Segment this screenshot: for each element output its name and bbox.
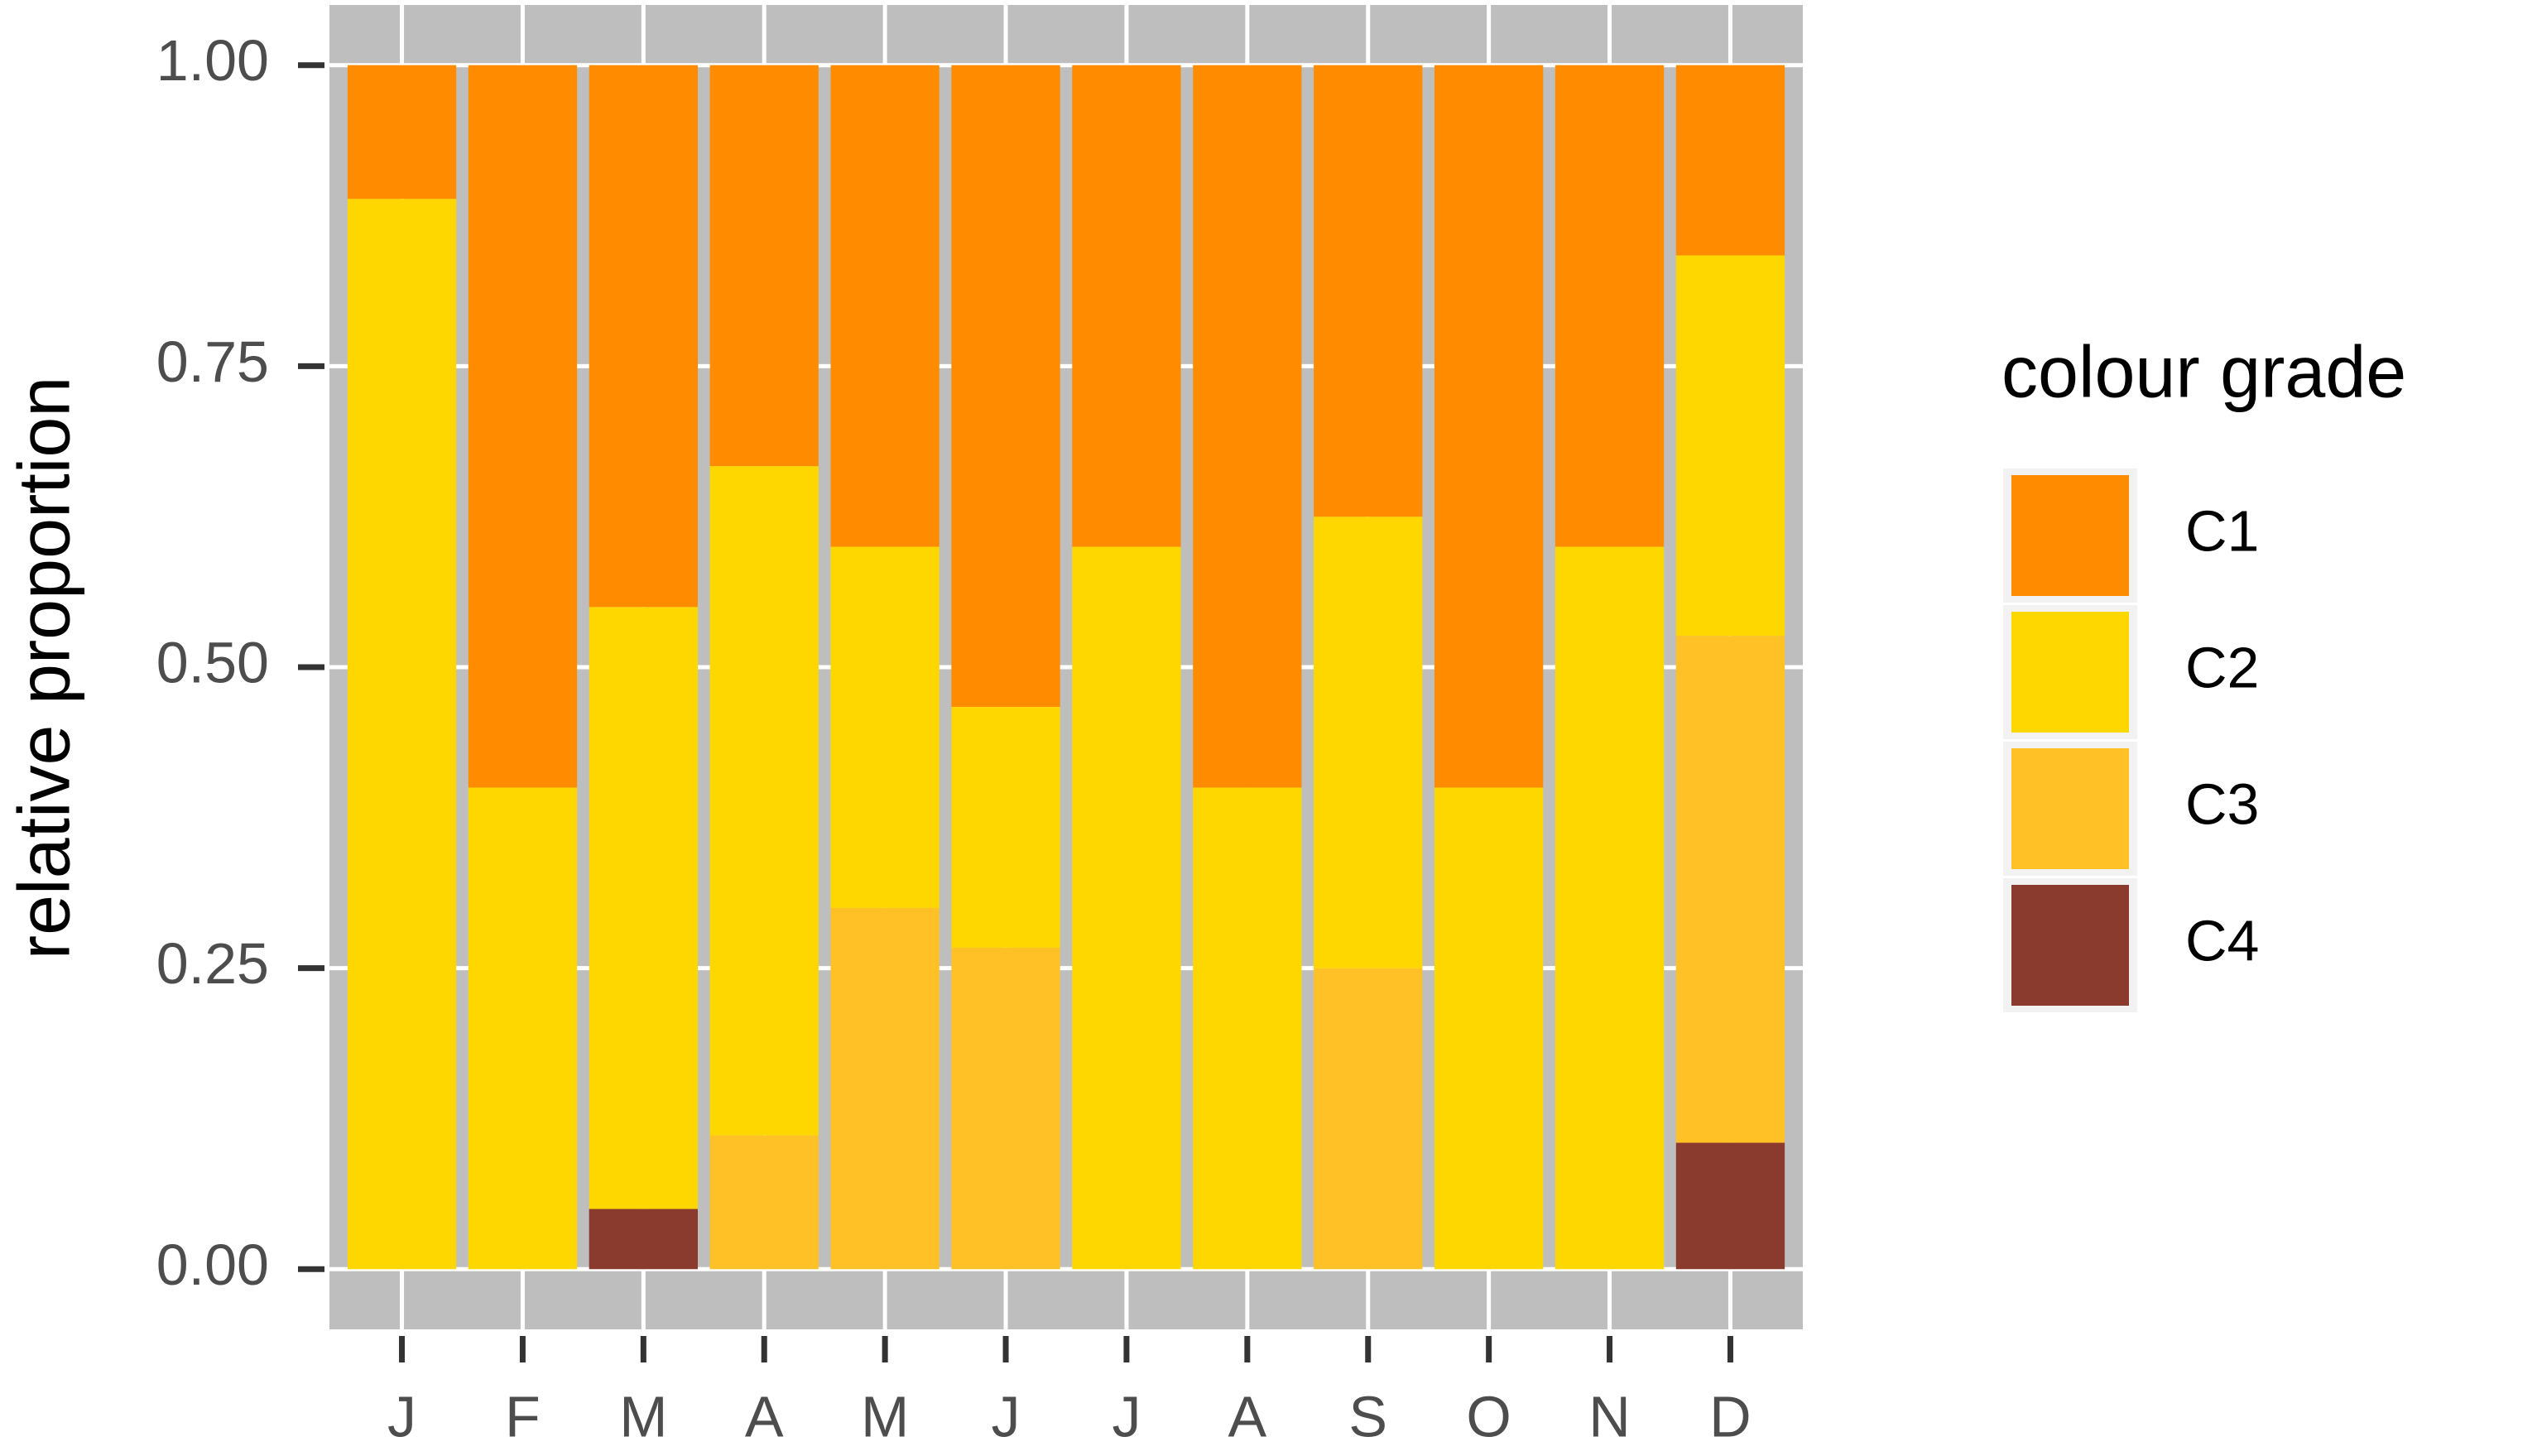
y-tick-label: 0.75	[156, 329, 269, 394]
bar-segment	[1314, 968, 1423, 1270]
x-tick-label: M	[619, 1384, 667, 1449]
bar-segment	[1072, 546, 1181, 1270]
y-tick-label: 0.00	[156, 1233, 269, 1297]
legend-key	[2011, 748, 2129, 869]
bar-segment	[347, 199, 457, 1270]
x-tick-label: N	[1588, 1384, 1631, 1449]
x-tick-label: D	[1709, 1384, 1752, 1449]
bar-segment	[1434, 65, 1544, 788]
bar-segment	[1675, 255, 1785, 637]
y-tick-label: 0.50	[156, 630, 269, 694]
legend-label: C1	[2185, 498, 2259, 563]
x-tick-label: S	[1348, 1384, 1387, 1449]
bar-segment	[709, 65, 819, 467]
bar-segment	[1314, 517, 1423, 968]
bar-segment	[951, 707, 1060, 948]
bar-segment	[1434, 787, 1544, 1270]
legend-key	[2011, 475, 2129, 596]
bar-segment	[1555, 65, 1665, 547]
x-tick-label: J	[1112, 1384, 1141, 1449]
bar-segment	[1675, 636, 1785, 1143]
y-axis-title: relative proportion	[2, 377, 84, 959]
bar-segment	[1555, 546, 1665, 1270]
legend-key	[2011, 612, 2129, 733]
y-tick-label: 0.25	[156, 931, 269, 996]
bar-segment	[468, 65, 578, 788]
x-tick-label: O	[1466, 1384, 1511, 1449]
bar-segment	[468, 787, 578, 1270]
legend-label: C3	[2185, 771, 2259, 836]
bar-segment	[1675, 1142, 1785, 1270]
bar-segment	[347, 65, 457, 199]
legend-key	[2011, 885, 2129, 1006]
x-tick-label: J	[992, 1384, 1021, 1449]
bar-segment	[951, 947, 1060, 1270]
legend-title: colour grade	[2001, 330, 2406, 412]
x-tick-label: M	[861, 1384, 909, 1449]
bar-segment	[1072, 65, 1181, 547]
x-tick-label: J	[387, 1384, 416, 1449]
x-tick-label: A	[745, 1384, 784, 1449]
x-tick-label: F	[505, 1384, 541, 1449]
bar-segment	[1314, 65, 1423, 517]
y-tick-label: 1.00	[156, 28, 269, 93]
bar-segment	[709, 1135, 819, 1270]
legend-label: C2	[2185, 635, 2259, 699]
bar-segment	[1675, 65, 1785, 256]
bar-segment	[709, 466, 819, 1136]
bar-segment	[589, 65, 698, 608]
x-tick-label: A	[1228, 1384, 1267, 1449]
bar-segment	[1193, 65, 1302, 788]
bar-segment	[589, 607, 698, 1209]
bar-segment	[830, 546, 939, 908]
bar-segment	[830, 907, 939, 1270]
bar-segment	[589, 1209, 698, 1270]
bar-segment	[951, 65, 1060, 707]
bar-segment	[830, 65, 939, 547]
bar-segment	[1193, 787, 1302, 1270]
legend-label: C4	[2185, 908, 2259, 973]
